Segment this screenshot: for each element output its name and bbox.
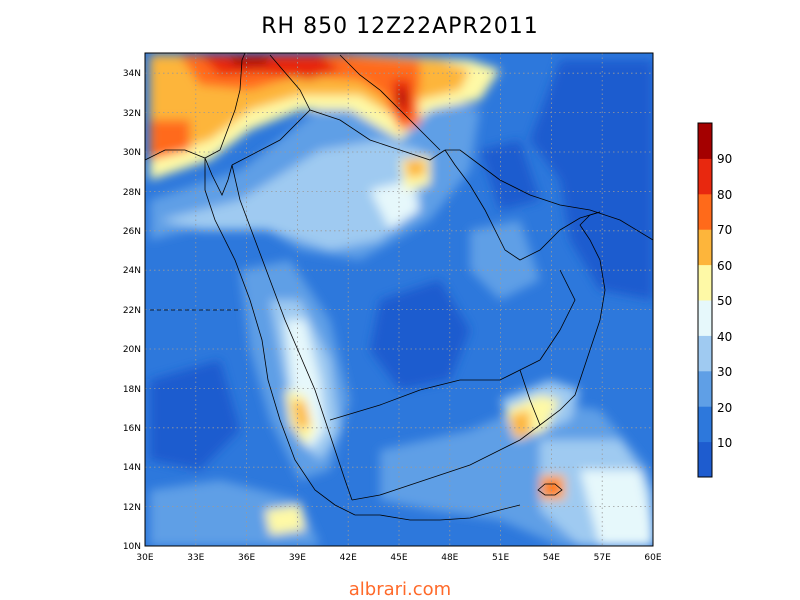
y-tick-label: 34N — [123, 69, 141, 79]
colorbar-swatch — [698, 300, 712, 336]
colorbar-swatch — [698, 370, 712, 407]
rh-region-60-70-oman — [510, 410, 530, 438]
y-tick-label: 30N — [123, 148, 141, 158]
colorbar-label: 40 — [717, 330, 732, 344]
y-tick-label: 22N — [123, 306, 141, 316]
colorbar-label: 20 — [717, 401, 732, 415]
sinai-coast — [204, 157, 233, 196]
oman-coast — [579, 211, 606, 381]
x-tick-label: 48E — [441, 553, 458, 563]
rh-region-low-central — [370, 280, 470, 390]
y-tick-label: 12N — [123, 503, 141, 513]
horn-of-africa-coast — [355, 504, 521, 521]
lat-lon-grid — [145, 53, 653, 546]
x-tick-label: 36E — [238, 553, 255, 563]
red-sea-east-coast — [231, 164, 353, 501]
colorbar-swatch — [698, 406, 712, 443]
y-tick-label: 26N — [123, 227, 141, 237]
rh-region-60-70-gulf — [405, 160, 425, 178]
map-frame — [144, 52, 654, 547]
colorbar-swatch — [698, 229, 712, 266]
colorbar-label: 80 — [717, 188, 732, 202]
iran-gulf-coast — [445, 149, 653, 241]
y-axis-ticks: 10N 12N 14N 16N 18N 20N 22N 24N 26N 28N … — [123, 69, 141, 552]
border-saudi-north — [231, 109, 446, 166]
y-tick-label: 16N — [123, 424, 141, 434]
x-tick-label: 30E — [136, 553, 153, 563]
x-tick-label: 60E — [644, 553, 661, 563]
colorbar-swatch — [698, 441, 712, 478]
x-tick-label: 39E — [289, 553, 306, 563]
chart-title: RH 850 12Z22APR2011 — [261, 14, 539, 39]
border-yemen-oman — [519, 369, 541, 426]
persian-gulf-coast — [444, 149, 601, 261]
rh-field — [145, 53, 653, 546]
border-syria-iraq — [269, 54, 311, 111]
red-sea-west-coast — [204, 158, 356, 516]
colorbar-swatch — [698, 193, 712, 230]
rh-region-90-100-north — [230, 58, 270, 66]
colorbar-label: 70 — [717, 223, 732, 237]
colorbar-frame — [697, 122, 713, 478]
south-arabia-coast — [351, 379, 581, 501]
y-tick-label: 24N — [123, 266, 141, 276]
y-tick-label: 28N — [123, 188, 141, 198]
levant-coast — [145, 53, 246, 161]
colorbar-swatch — [698, 335, 712, 372]
y-tick-label: 20N — [123, 345, 141, 355]
colorbar-label: 60 — [717, 259, 732, 273]
colorbar-swatch — [698, 123, 712, 159]
rh-region-30-40-east — [470, 220, 540, 300]
rh-region-40-50-north — [160, 140, 420, 250]
x-tick-label: 33E — [187, 553, 204, 563]
colorbar-swatch — [698, 264, 712, 301]
coastlines-borders — [145, 53, 653, 521]
colorbar-label: 50 — [717, 294, 732, 308]
rh-region-45-north — [370, 180, 420, 230]
x-tick-label: 45E — [390, 553, 407, 563]
x-tick-label: 57E — [594, 553, 611, 563]
y-tick-label: 18N — [123, 385, 141, 395]
y-tick-label: 32N — [123, 109, 141, 119]
rh-region-45-sea — [580, 470, 653, 546]
y-tick-label: 14N — [123, 463, 141, 473]
colorbar-label: 90 — [717, 152, 732, 166]
rh-region-50-60-south — [265, 505, 305, 535]
rh-region-low-west — [150, 360, 240, 470]
colorbar-label: 30 — [717, 365, 732, 379]
border-saudi-oman — [539, 269, 576, 361]
colorbar-label: 10 — [717, 436, 732, 450]
y-tick-label: 10N — [123, 542, 141, 552]
colorbar-swatch — [698, 158, 712, 195]
socotra-island — [537, 483, 563, 496]
colorbar-swatches — [698, 123, 712, 478]
footer-watermark: albrari.com — [348, 579, 452, 600]
rh-region-90-100-iraq — [398, 90, 406, 106]
rh-region-60-70-redsea — [292, 400, 310, 430]
rh-region-low-east — [530, 60, 653, 300]
border-iraq-iran — [339, 54, 441, 151]
x-tick-label: 54E — [543, 553, 560, 563]
x-tick-label: 51E — [492, 553, 509, 563]
x-tick-label: 42E — [340, 553, 357, 563]
x-axis-ticks: 30E 33E 36E 39E 42E 45E 48E 51E 54E 57E … — [136, 553, 661, 563]
